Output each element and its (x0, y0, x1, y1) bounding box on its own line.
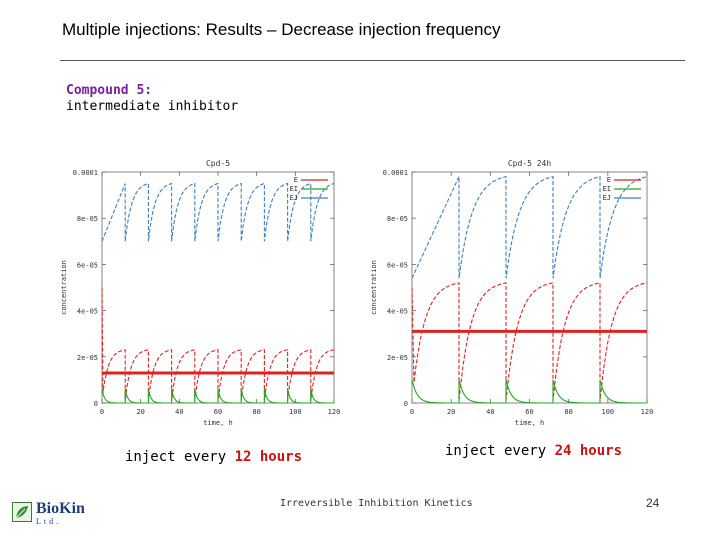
y-tick-label: 8e-05 (77, 215, 98, 223)
y-tick-label: 0.0001 (383, 169, 408, 177)
title-divider (60, 60, 685, 61)
compound-description: intermediate inhibitor (66, 99, 239, 114)
x-tick-label: 40 (486, 408, 494, 416)
caption-12h: inject every 12 hours (125, 449, 302, 465)
caption-12h-highlight: 12 hours (234, 449, 303, 465)
page-number: 24 (646, 496, 660, 510)
chart-12h-svg: Cpd-5 0 20 40 60 80 100 120 0 2e-05 4e-05 6e-05 8e-0… (60, 159, 341, 427)
chart-12h: Cpd-5 0 20 40 60 80 100 120 0 2e-05 4e-05 6e-05 8e-0… (50, 150, 350, 435)
y-tick-label: 0 (404, 400, 408, 408)
x-tick-label: 0 (410, 408, 414, 416)
y-tick-label: 6e-05 (387, 261, 408, 269)
series-line-ej (101, 182, 335, 242)
chart-24h: Cpd-5 24h 0 20 40 60 80 100 120 0 2e-05 4e-05 6e-05… (355, 150, 660, 435)
x-tick-label: 0 (100, 408, 104, 416)
caption-24h: inject every 24 hours (445, 443, 622, 459)
legend-label: EI (603, 185, 611, 193)
plot-frame (411, 171, 648, 404)
series-line-e (411, 282, 648, 401)
compound-name: Compound 5: (66, 83, 153, 98)
y-tick-label: 4e-05 (77, 308, 98, 316)
series-line-ej (411, 175, 648, 279)
y-tick-label: 2e-05 (77, 354, 98, 362)
series-line-ei (101, 388, 334, 404)
x-tick-label: 20 (447, 408, 455, 416)
legend-label: E (294, 176, 298, 184)
y-tick-label: 6e-05 (77, 261, 98, 269)
y-axis-label: concentration (60, 260, 68, 315)
chart-title: Cpd-5 24h (508, 159, 552, 168)
x-tick-label: 80 (252, 408, 260, 416)
chart-24h-svg: Cpd-5 24h 0 20 40 60 80 100 120 0 2e-05 4e-05 6e-05… (370, 159, 654, 427)
y-tick-label: 0.0001 (73, 169, 98, 177)
logo-name: BioKin (36, 500, 85, 517)
x-tick-label: 100 (602, 408, 615, 416)
x-tick-label: 120 (328, 408, 341, 416)
x-tick-label: 80 (564, 408, 572, 416)
footer-text: Irreversible Inhibition Kinetics (280, 498, 473, 509)
x-tick-label: 40 (175, 408, 183, 416)
caption-12h-prefix: inject every (125, 449, 235, 465)
y-tick-label: 4e-05 (387, 308, 408, 316)
legend-label: EJ (603, 194, 611, 202)
biokin-logo: BioKin Ltd. (12, 500, 92, 526)
y-tick-label: 0 (94, 400, 98, 408)
y-tick-label: 8e-05 (387, 215, 408, 223)
legend-label: EJ (290, 194, 298, 202)
x-tick-label: 60 (525, 408, 533, 416)
legend-label: EI (290, 185, 298, 193)
x-tick-label: 120 (641, 408, 654, 416)
caption-24h-prefix: inject every (445, 443, 555, 459)
x-tick-label: 20 (136, 408, 144, 416)
logo-suffix: Ltd. (36, 517, 62, 526)
legend-label: E (607, 176, 611, 184)
y-axis-label: concentration (370, 260, 378, 315)
series-line-ei (411, 379, 647, 404)
x-tick-label: 60 (214, 408, 222, 416)
compound-info: Compound 5: intermediate inhibitor (66, 83, 238, 115)
x-axis-label: time, h (515, 419, 545, 427)
series-line-e (101, 287, 335, 401)
x-tick-label: 100 (289, 408, 302, 416)
x-axis-label: time, h (203, 419, 233, 427)
y-tick-label: 2e-05 (387, 354, 408, 362)
leaf-icon (12, 502, 32, 522)
caption-24h-highlight: 24 hours (554, 443, 623, 459)
chart-title: Cpd-5 (206, 159, 230, 168)
page-title: Multiple injections: Results – Decrease … (62, 20, 501, 39)
